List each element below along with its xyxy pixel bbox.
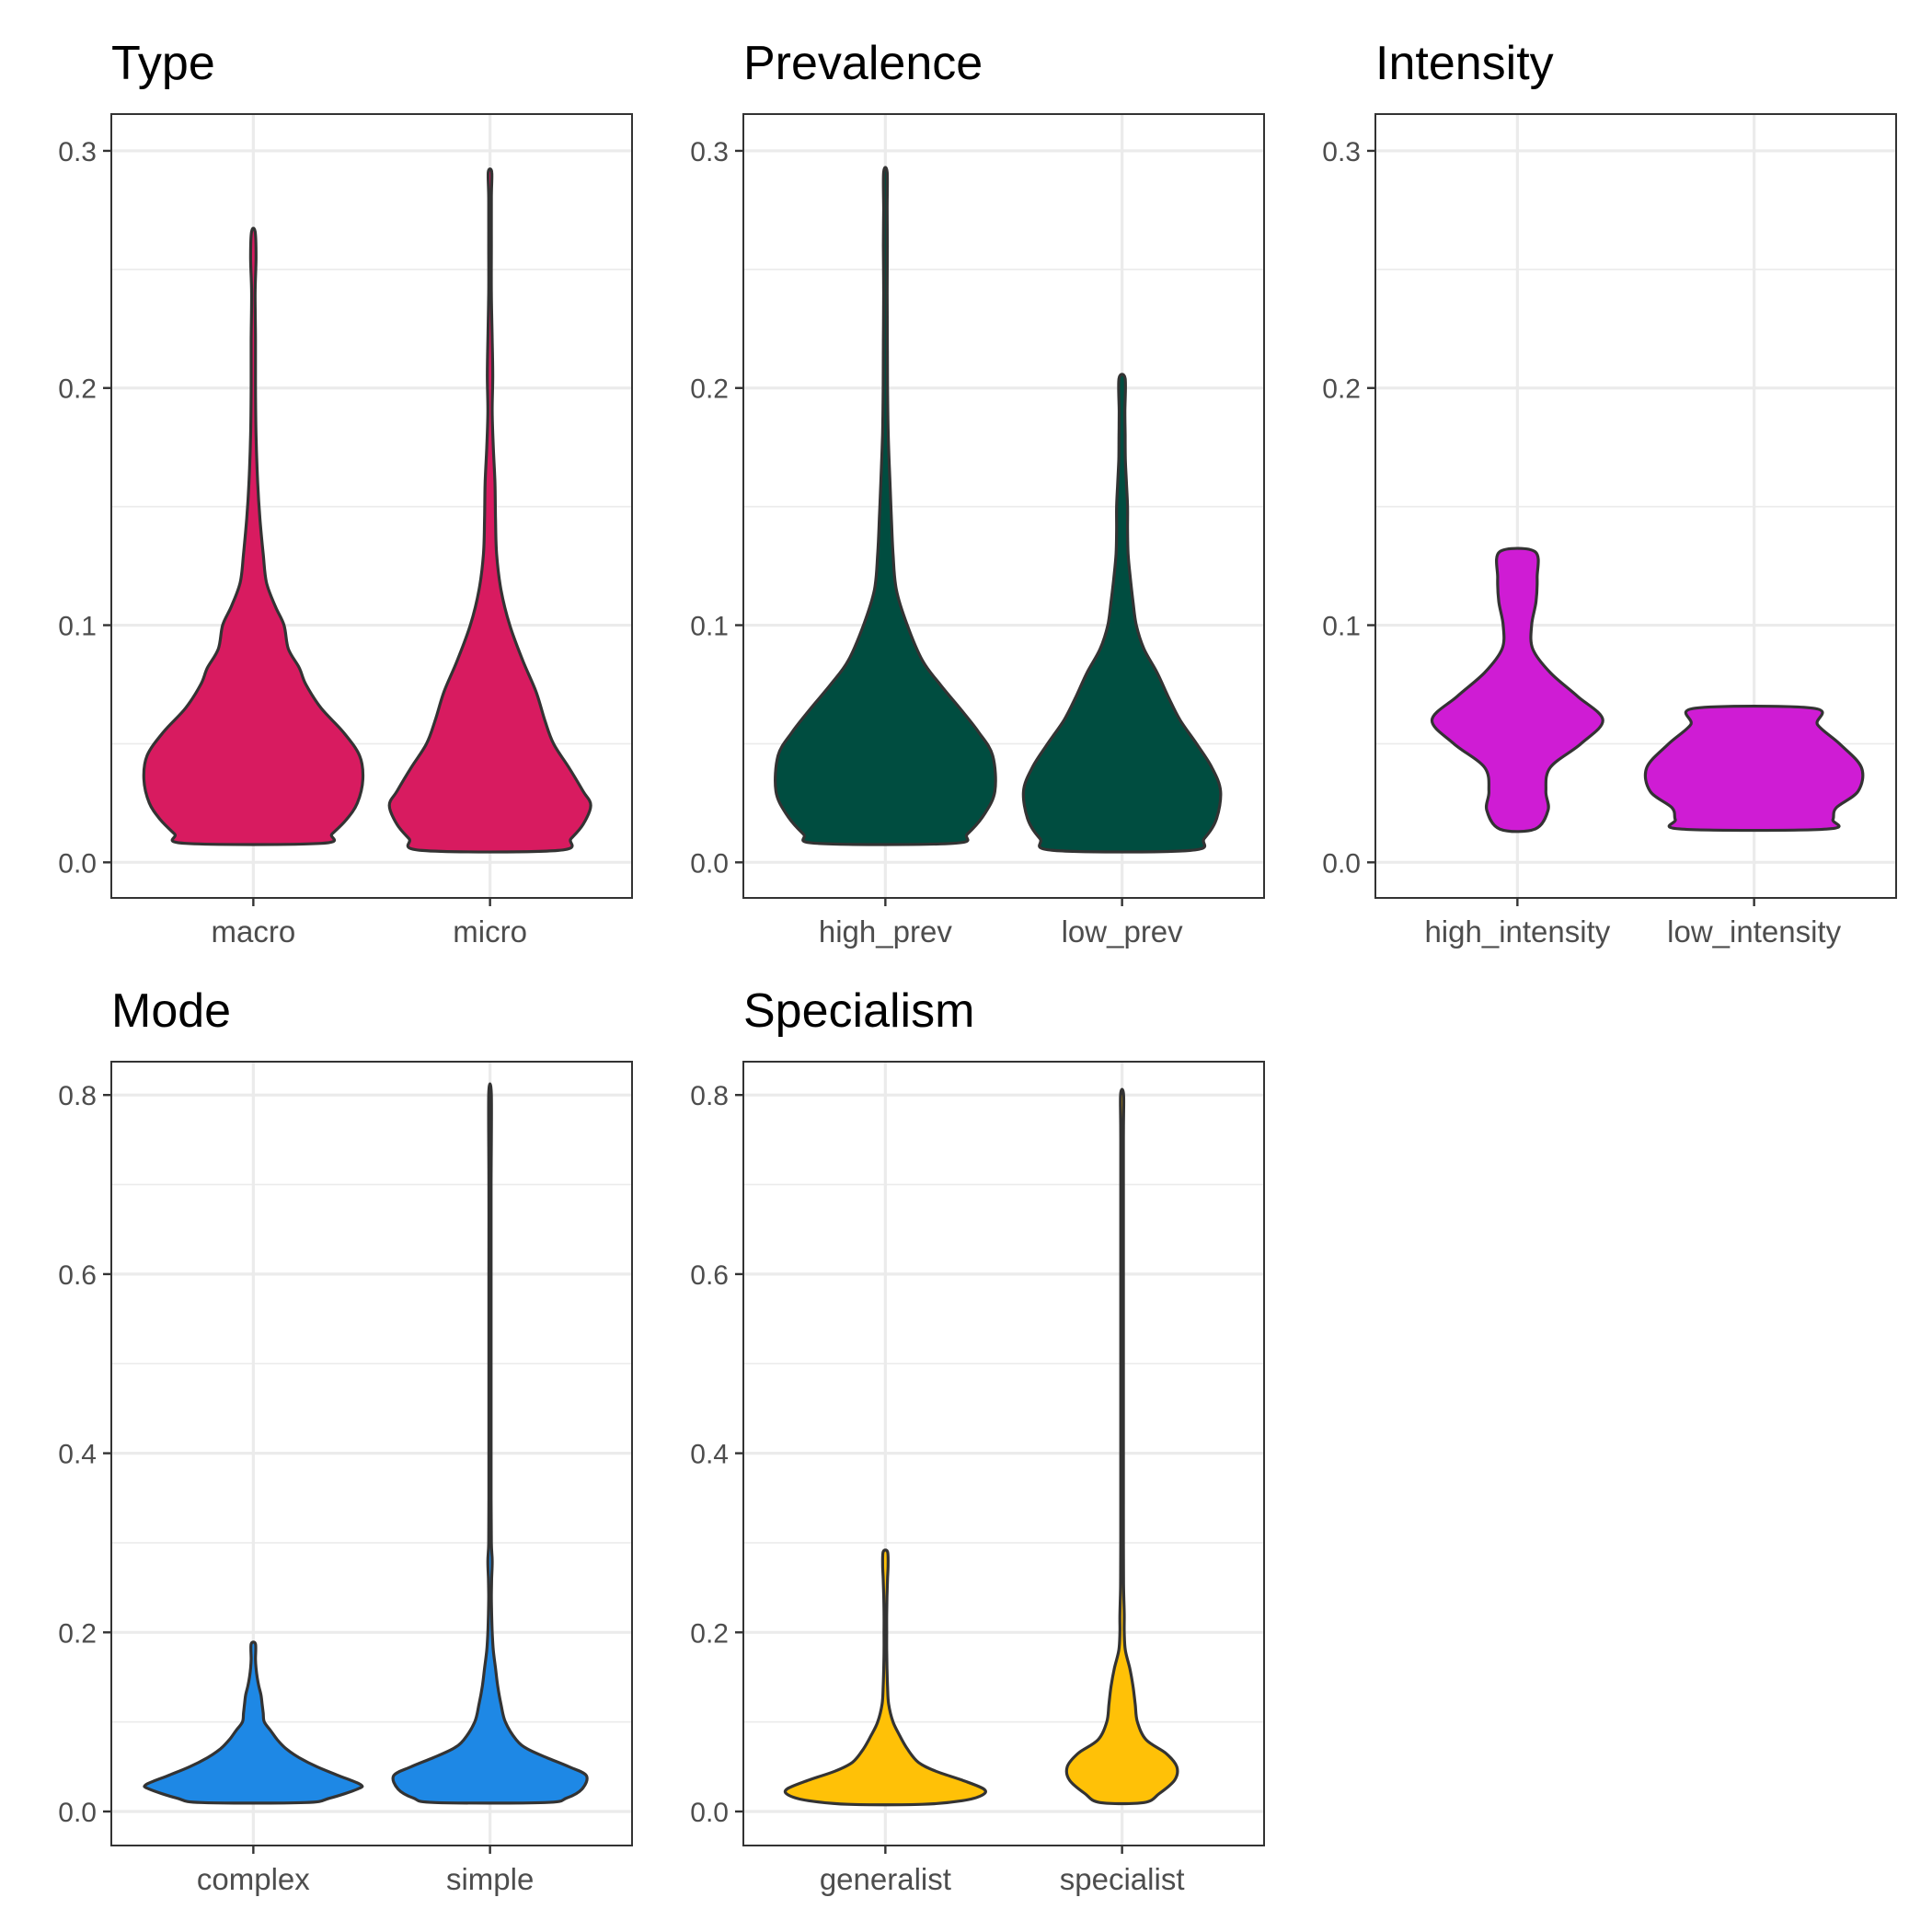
panel-0: Type 0.0 0.1 0.2 0.3 macro micro — [58, 37, 633, 949]
y-tick-label: 0.4 — [690, 1440, 729, 1470]
panel-title: Prevalence — [743, 37, 983, 90]
panel-2: Intensity 0.0 0.1 0.2 0.3 high_intensity low_i… — [1322, 37, 1897, 949]
panels: Type 0.0 0.1 0.2 0.3 macro micro Prevalence 0.0 0… — [58, 37, 1897, 1896]
y-tick-label: 0.2 — [1322, 374, 1361, 405]
y-tick-label: 0.2 — [58, 1618, 97, 1649]
violin-macro — [142, 226, 365, 846]
y-tick-label: 0.0 — [58, 848, 97, 879]
x-tick-label: high_prev — [819, 914, 952, 949]
y-tick-label: 0.1 — [58, 612, 97, 642]
y-tick-label: 0.2 — [690, 374, 729, 405]
violin-high_intensity — [1430, 546, 1604, 834]
x-tick-label: high_intensity — [1424, 914, 1610, 949]
y-tick-label: 0.0 — [58, 1798, 97, 1828]
panel-title: Intensity — [1375, 37, 1554, 90]
panel-border — [110, 113, 633, 899]
panel-3: Mode 0.0 0.2 0.4 0.6 0.8 complex simple — [58, 984, 633, 1896]
panel-border — [742, 113, 1265, 899]
y-tick-label: 0.8 — [690, 1081, 729, 1111]
y-tick-label: 0.0 — [690, 848, 729, 879]
x-tick-label: generalist — [820, 1862, 951, 1896]
panel-title: Specialism — [743, 984, 974, 1038]
y-tick-label: 0.4 — [58, 1440, 97, 1470]
violin-specialist — [1064, 1087, 1179, 1806]
y-tick-label: 0.0 — [690, 1798, 729, 1828]
y-tick-label: 0.1 — [690, 612, 729, 642]
panel-border — [1374, 113, 1897, 899]
y-tick-label: 0.2 — [58, 374, 97, 405]
violin-low_intensity — [1643, 704, 1865, 833]
y-tick-label: 0.3 — [690, 137, 729, 167]
panel-4: Specialism 0.0 0.2 0.4 0.6 0.8 generalist speci… — [690, 984, 1265, 1896]
panel-title: Mode — [111, 984, 231, 1038]
violin-simple — [391, 1082, 589, 1805]
y-tick-label: 0.1 — [1322, 612, 1361, 642]
panel-title: Type — [111, 37, 215, 90]
x-tick-label: simple — [446, 1862, 534, 1896]
x-tick-label: low_prev — [1062, 914, 1184, 949]
x-tick-label: macro — [212, 914, 296, 949]
x-tick-label: complex — [197, 1862, 310, 1896]
x-tick-label: low_intensity — [1667, 914, 1841, 949]
violin-micro — [387, 167, 592, 854]
violin-high_prev — [774, 166, 997, 846]
y-tick-label: 0.3 — [58, 137, 97, 167]
violin-complex — [143, 1640, 364, 1805]
violin-low_prev — [1021, 373, 1223, 854]
y-tick-label: 0.0 — [1322, 848, 1361, 879]
y-tick-label: 0.6 — [58, 1260, 97, 1291]
y-tick-label: 0.8 — [58, 1081, 97, 1111]
x-tick-label: micro — [453, 914, 527, 949]
panel-1: Prevalence 0.0 0.1 0.2 0.3 high_prev low_prev — [690, 37, 1265, 949]
violin-generalist — [783, 1548, 987, 1807]
y-tick-label: 0.6 — [690, 1260, 729, 1291]
y-tick-label: 0.3 — [1322, 137, 1361, 167]
y-tick-label: 0.2 — [690, 1618, 729, 1649]
x-tick-label: specialist — [1060, 1862, 1185, 1896]
